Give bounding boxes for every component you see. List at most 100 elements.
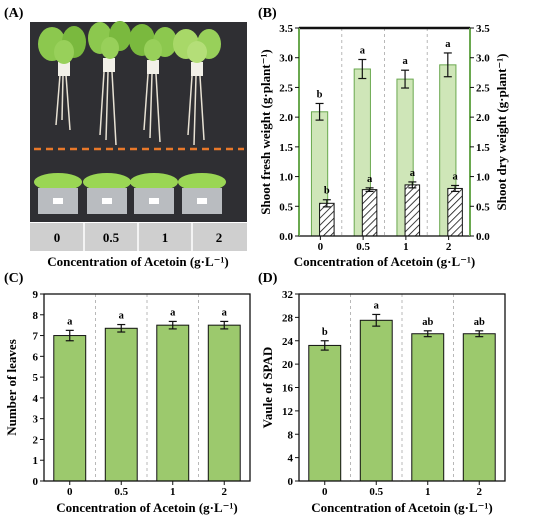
significance-label: a bbox=[402, 56, 408, 67]
panel-label-d: (D) bbox=[258, 271, 278, 286]
y-tick-label: 12 bbox=[282, 406, 294, 418]
panel-label-a: (A) bbox=[4, 6, 24, 21]
y-tick-label: 20 bbox=[282, 359, 294, 371]
y-tick-label: 5 bbox=[33, 372, 39, 384]
pot-05 bbox=[83, 173, 131, 214]
significance-label: a bbox=[119, 311, 125, 322]
significance-label: a bbox=[222, 307, 228, 318]
significance-label: a bbox=[360, 45, 366, 56]
x-axis-title: Concentration of Acetoin (g·L⁻¹) bbox=[294, 254, 476, 269]
y-tick-label-right: 2.0 bbox=[476, 112, 490, 124]
y-tick-label: 1 bbox=[33, 455, 39, 467]
y-tick-label-right: 0.0 bbox=[476, 231, 490, 243]
x-axis-title: Concentration of Acetoin (g·L⁻¹) bbox=[311, 500, 493, 515]
photo-x-axis-title: Concentration of Acetoin (g·L⁻¹) bbox=[47, 254, 229, 269]
significance-label: a bbox=[367, 174, 373, 185]
x-tick-label: 2 bbox=[446, 241, 452, 253]
plant-1 bbox=[129, 24, 177, 143]
y-tick-label-right: 3.0 bbox=[476, 53, 490, 65]
x-tick-label: 1 bbox=[425, 486, 431, 498]
y-tick-label: 4 bbox=[288, 453, 294, 465]
x-tick-label: 0.5 bbox=[114, 486, 128, 498]
y-tick-label: 8 bbox=[33, 310, 39, 322]
y-tick-label: 2 bbox=[33, 434, 39, 446]
x-tick-label: 2 bbox=[222, 486, 228, 498]
panel-label-b: (B) bbox=[258, 6, 277, 21]
y-axis-title: Number of leaves bbox=[4, 339, 19, 436]
significance-label: a bbox=[374, 300, 380, 311]
bar bbox=[207, 324, 241, 482]
y-tick-label: 2.5 bbox=[279, 82, 293, 94]
x-tick-label: 0 bbox=[318, 241, 324, 253]
significance-label: b bbox=[322, 327, 328, 338]
y-tick-label: 9 bbox=[33, 289, 39, 301]
y-tick-label: 1.5 bbox=[279, 142, 293, 154]
panel-label-c: (C) bbox=[4, 271, 24, 286]
bar bbox=[404, 184, 421, 237]
bar bbox=[462, 333, 496, 482]
bar bbox=[53, 335, 87, 482]
plant-2 bbox=[173, 29, 221, 146]
bar bbox=[156, 324, 190, 482]
y-tick-label: 4 bbox=[33, 393, 39, 405]
y-tick-label: 2.0 bbox=[279, 112, 293, 124]
plant-05 bbox=[88, 21, 131, 146]
y-tick-label: 3.0 bbox=[279, 53, 293, 65]
photo-label-1: 1 bbox=[162, 230, 169, 245]
y-tick-label-right: 0.5 bbox=[476, 201, 490, 213]
bar bbox=[411, 333, 445, 482]
significance-label: ab bbox=[422, 317, 433, 328]
significance-label: a bbox=[452, 171, 458, 182]
plant-photo: 0 0.5 1 2 bbox=[30, 21, 247, 251]
significance-label: a bbox=[410, 168, 416, 179]
y-tick-label: 24 bbox=[282, 336, 294, 348]
y-axis-title: Shoot fresh weight (g·plant⁻¹) bbox=[258, 49, 273, 214]
photo-label-05: 0.5 bbox=[103, 230, 120, 245]
y-tick-label-right: 3.5 bbox=[476, 23, 490, 35]
significance-label: a bbox=[170, 307, 176, 318]
bar bbox=[308, 344, 342, 482]
y-axis-title-right: Shoot dry weight (g·plant⁻¹) bbox=[494, 53, 509, 210]
chart-c: a a a a 0 1 2 3 4 5 6 7 8 9 0 0.5 1 2 Concentration of Ace… bbox=[4, 289, 251, 515]
y-tick-label: 32 bbox=[282, 289, 294, 301]
y-tick-label-right: 2.5 bbox=[476, 82, 490, 94]
y-tick-label: 0.5 bbox=[279, 201, 293, 213]
significance-label: b bbox=[324, 186, 330, 197]
y-tick-label: 7 bbox=[33, 331, 39, 343]
x-tick-label: 1 bbox=[170, 486, 176, 498]
bar bbox=[319, 202, 335, 237]
plot-frame bbox=[43, 293, 251, 482]
pot-1 bbox=[130, 173, 178, 214]
y-tick-label: 16 bbox=[282, 383, 294, 395]
x-tick-label: 0 bbox=[322, 486, 328, 498]
y-tick-label: 8 bbox=[288, 429, 294, 441]
y-tick-label: 0 bbox=[288, 476, 294, 488]
photo-label-0: 0 bbox=[54, 230, 61, 245]
significance-label: b bbox=[317, 89, 323, 100]
y-tick-label-right: 1.0 bbox=[476, 172, 490, 184]
pot-0 bbox=[34, 173, 82, 214]
x-tick-label: 2 bbox=[477, 486, 483, 498]
y-tick-label: 0.0 bbox=[279, 231, 293, 243]
photo-label-2: 2 bbox=[216, 230, 223, 245]
bar bbox=[359, 319, 393, 482]
y-axis-title: Vaule of SPAD bbox=[260, 347, 275, 429]
x-tick-label: 0.5 bbox=[356, 241, 370, 253]
significance-label: a bbox=[445, 39, 451, 50]
significance-label: a bbox=[67, 316, 73, 327]
x-tick-label: 0.5 bbox=[369, 486, 383, 498]
pot-2 bbox=[178, 173, 226, 214]
x-axis-title: Concentration of Acetoin (g·L⁻¹) bbox=[56, 500, 238, 515]
bar bbox=[104, 327, 138, 482]
x-tick-label: 0 bbox=[67, 486, 73, 498]
y-tick-label: 1.0 bbox=[279, 172, 293, 184]
y-tick-label: 0 bbox=[33, 476, 39, 488]
bar bbox=[447, 187, 463, 237]
y-tick-label: 3.5 bbox=[279, 23, 293, 35]
y-tick-label: 6 bbox=[33, 351, 39, 363]
significance-label: ab bbox=[474, 317, 485, 328]
hydroponic-plants bbox=[38, 21, 221, 146]
bar bbox=[361, 189, 378, 237]
